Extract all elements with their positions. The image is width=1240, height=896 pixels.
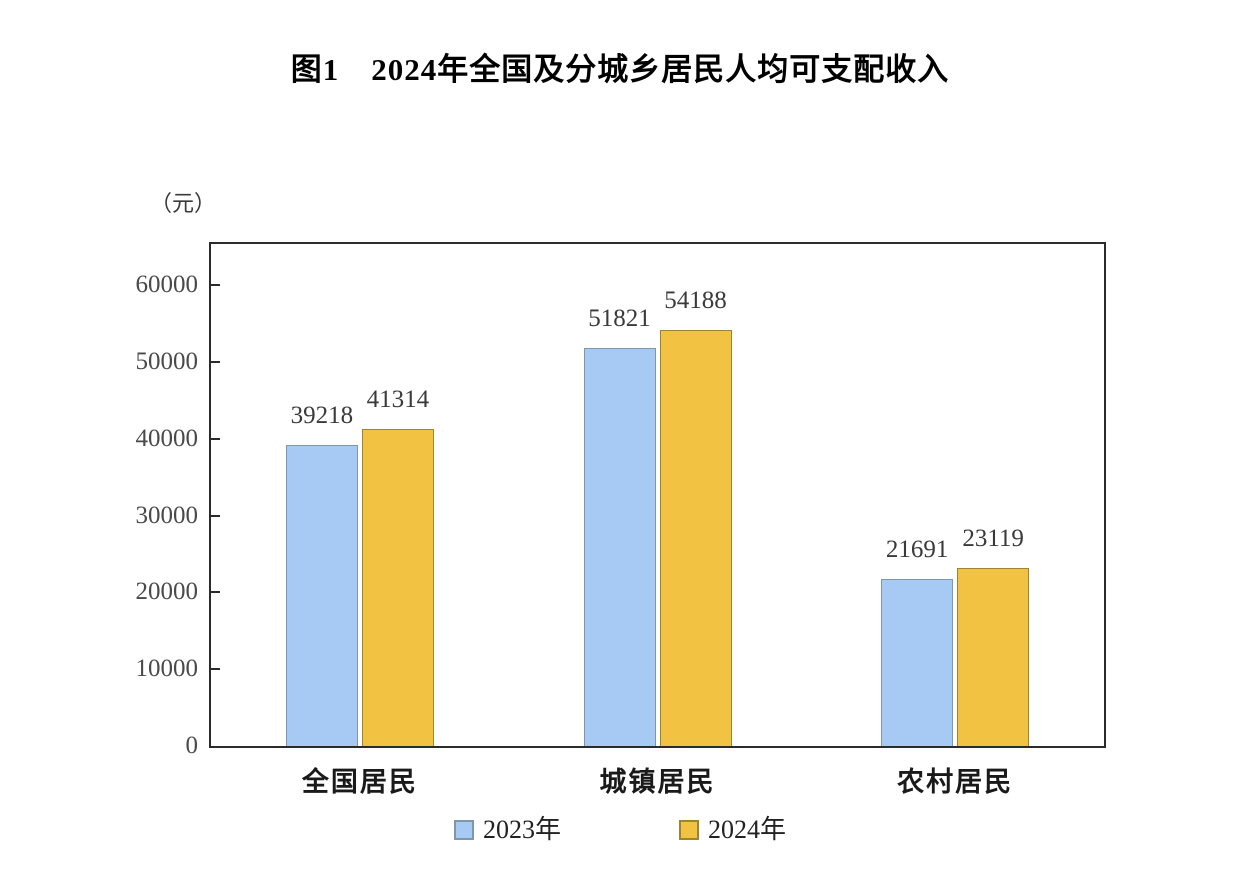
legend-entry-2023年: 2023年 [453, 815, 561, 844]
y-tick-mark [211, 514, 220, 517]
bar-value-label: 54188 [664, 286, 727, 314]
bar-2023年-全国居民 [285, 444, 358, 746]
y-tick-label: 20000 [135, 578, 199, 606]
y-tick-label: 40000 [135, 424, 199, 452]
y-tick-label: 30000 [135, 501, 199, 529]
bar-2023年-城镇居民 [583, 347, 656, 746]
y-tick-label: 50000 [135, 347, 199, 375]
y-tick-mark [211, 591, 220, 594]
chart-legend: 2023年 2024年 [0, 816, 1240, 844]
y-tick-mark [211, 437, 220, 440]
y-tick-label: 10000 [135, 655, 199, 683]
y-axis-unit-label: （元） [150, 191, 217, 216]
x-category-label: 城镇居民 [599, 767, 716, 797]
bar-2024年-城镇居民 [659, 329, 732, 746]
bar-value-label: 21691 [885, 536, 949, 564]
bar-2024年-农村居民 [957, 568, 1030, 746]
bar-value-label: 23119 [962, 525, 1024, 553]
legend-swatch-icon [679, 820, 699, 840]
bar-value-label: 41314 [366, 385, 430, 413]
bar-2024年-全国居民 [361, 428, 434, 746]
y-tick-mark [211, 360, 220, 363]
bar-2023年-农村居民 [881, 579, 954, 746]
y-tick-label: 0 [185, 732, 199, 759]
y-tick-label: 60000 [135, 271, 199, 298]
bar-value-label: 51821 [588, 304, 651, 332]
chart-title: 图1 2024年全国及分城乡居民人均可支配收入 [290, 52, 950, 87]
legend-label: 2024年 [708, 815, 787, 844]
legend-entry-2024年: 2024年 [679, 816, 786, 844]
plot-area: 39218 41314 51821 54188 21691 23119 [209, 242, 1106, 748]
legend-swatch-icon [453, 820, 474, 840]
bar-value-label: 39218 [290, 401, 354, 429]
legend-label: 2023年 [482, 815, 561, 844]
y-tick-mark [211, 668, 220, 671]
y-tick-mark [211, 284, 220, 286]
x-category-label: 全国居民 [301, 767, 418, 797]
x-category-label: 农村居民 [897, 767, 1014, 797]
